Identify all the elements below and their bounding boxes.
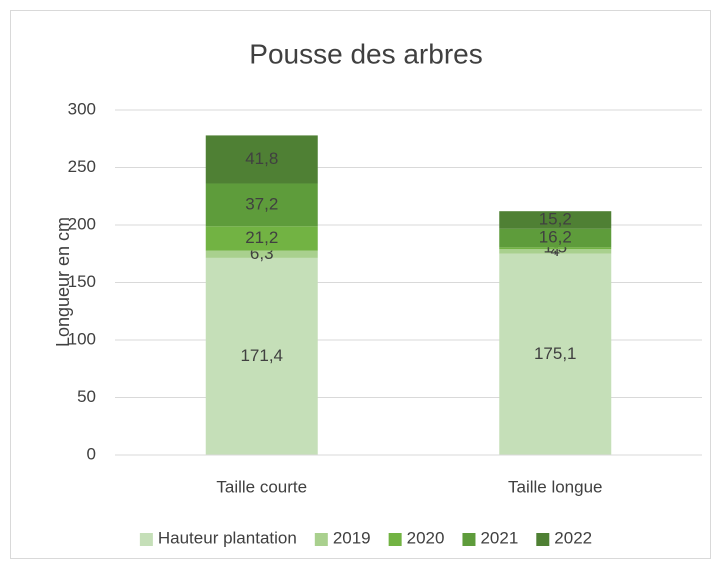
data-label: 16,2 [539, 227, 572, 246]
legend-swatch [536, 533, 550, 546]
legend-swatch [314, 533, 328, 546]
data-label: 4 [551, 241, 560, 260]
bar-segment [205, 250, 318, 258]
y-tick-label: 200 [68, 214, 96, 233]
bar-segment [499, 211, 612, 229]
y-axis-title: Longueur en cm [53, 217, 73, 347]
y-tick-label: 100 [68, 329, 96, 348]
data-label: 175,1 [534, 344, 577, 363]
y-tick-label: 300 [68, 99, 96, 118]
data-label: 21,2 [245, 228, 278, 247]
legend-label: Hauteur plantation [158, 528, 297, 547]
bar-segment [205, 257, 318, 455]
legend-swatch [139, 533, 153, 546]
y-tick-label: 0 [87, 444, 96, 463]
legend-swatch [388, 533, 402, 546]
y-tick-label: 250 [68, 157, 96, 176]
bar-segment [499, 253, 612, 455]
bar-segment [205, 226, 318, 251]
bar-segment [499, 247, 612, 250]
legend-label: 2021 [480, 528, 518, 547]
data-label: 171,4 [240, 346, 283, 365]
x-tick-label: Taille longue [508, 477, 603, 496]
data-label: 37,2 [245, 194, 278, 213]
legend-swatch [462, 533, 476, 546]
legend-label: 2019 [333, 528, 371, 547]
x-tick-label: Taille courte [216, 477, 307, 496]
bar-segment [205, 183, 318, 227]
y-tick-label: 150 [68, 272, 96, 291]
legend-label: 2022 [554, 528, 592, 547]
chart-title: Pousse des arbres [249, 38, 482, 69]
bar-segment [499, 228, 612, 248]
data-label: 41,8 [245, 149, 278, 168]
bar-segment [499, 249, 612, 254]
data-label: 15,2 [539, 209, 572, 228]
y-tick-label: 50 [77, 387, 96, 406]
bar-segment [205, 135, 318, 184]
legend-label: 2020 [407, 528, 445, 547]
